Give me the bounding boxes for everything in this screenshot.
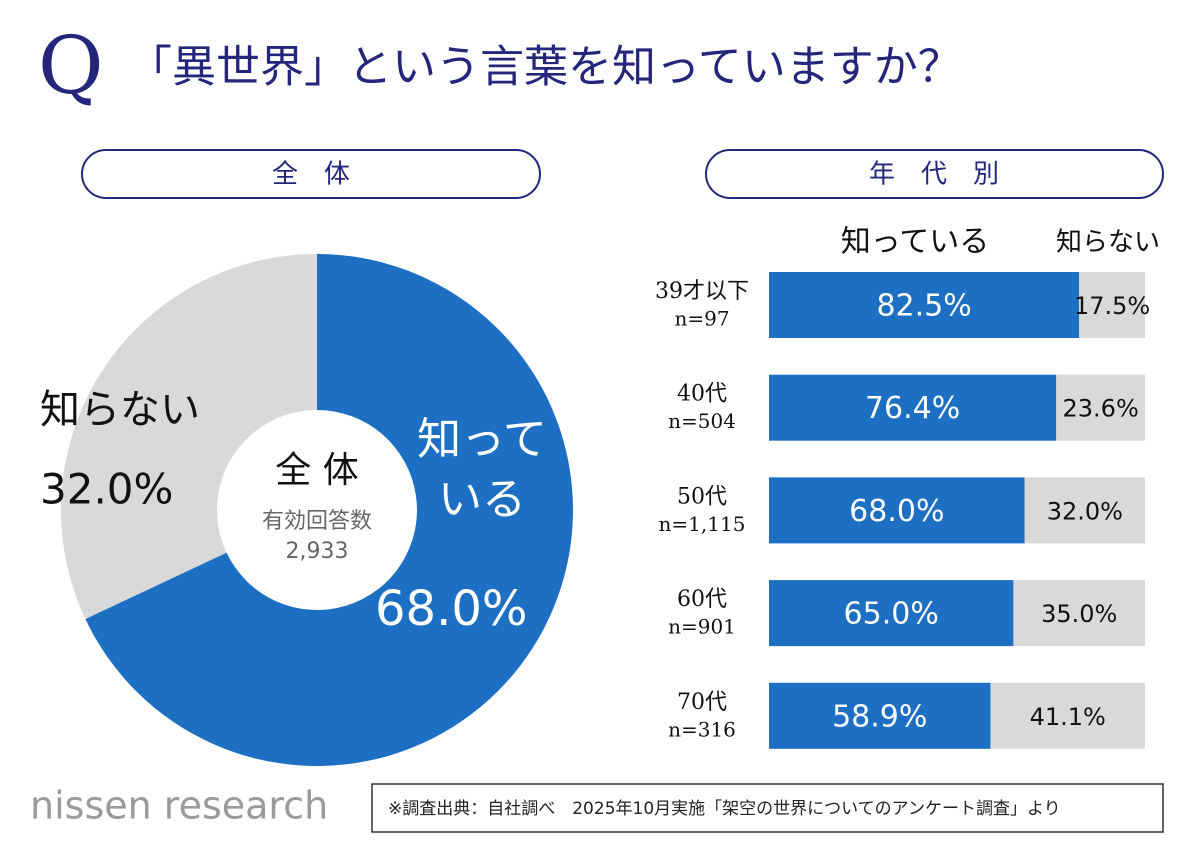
sample-size: n=97	[674, 307, 729, 331]
source: ※調査出典：自社調べ 2025年10月実施「架空の世界についてのアンケート調査」…	[388, 799, 1061, 819]
category-label: 50代	[677, 484, 727, 509]
sample-size: n=316	[668, 717, 736, 741]
value-label: 68.0%	[849, 494, 944, 529]
category-label: 70代	[677, 690, 727, 715]
category-label: 60代	[677, 587, 727, 612]
chart-title: 全 体	[272, 160, 350, 190]
category-label: 40代	[677, 382, 727, 407]
sample-size: n=504	[668, 409, 736, 433]
center-total: 2,933	[286, 539, 349, 564]
sample-size: n=901	[668, 615, 736, 639]
legend-label: 知らない	[1056, 228, 1160, 258]
pill	[81, 149, 541, 199]
legend-label: 知っている	[841, 225, 990, 260]
slice-label: 知らない	[40, 387, 200, 433]
bar-segment	[990, 682, 1145, 749]
center-caption: 有効回答数	[262, 509, 372, 534]
bar-segment	[1079, 272, 1145, 338]
value-label: 23.6%	[1063, 395, 1139, 423]
value-label: 41.1%	[1030, 703, 1106, 731]
category-label: 39才以下	[655, 279, 749, 304]
donut-slice	[60, 254, 317, 619]
value-label: 65.0%	[844, 597, 939, 632]
slice-value: 68.0%	[375, 581, 527, 637]
logo: nissen research	[30, 784, 328, 828]
value-label: 82.5%	[876, 289, 971, 324]
chart-title: 年 代 別	[869, 160, 999, 190]
bar-segment	[1013, 580, 1145, 647]
bar-segment	[1024, 477, 1145, 544]
bar-segment	[769, 272, 1080, 338]
sample-size: n=1,115	[659, 512, 746, 536]
bar-segment	[769, 580, 1014, 647]
source-box	[371, 783, 1164, 833]
value-label: 76.4%	[865, 391, 960, 426]
value-label: 32.0%	[1047, 497, 1123, 525]
slice-label: 知っている	[417, 414, 547, 525]
pill	[705, 149, 1164, 199]
value-label: 17.5%	[1074, 292, 1150, 320]
q-mark: Q	[38, 19, 104, 112]
slice-value: 32.0%	[40, 465, 173, 514]
bar-segment	[769, 682, 991, 749]
bar-segment	[769, 477, 1025, 544]
donut-slice	[85, 254, 574, 766]
value-label: 35.0%	[1041, 600, 1117, 628]
center-title: 全 体	[275, 450, 358, 491]
bar-segment	[1056, 374, 1145, 441]
value-label: 58.9%	[832, 699, 927, 734]
bar-segment	[769, 374, 1057, 441]
page-title: 「異世界」という言葉を知っていますか？	[128, 42, 962, 93]
